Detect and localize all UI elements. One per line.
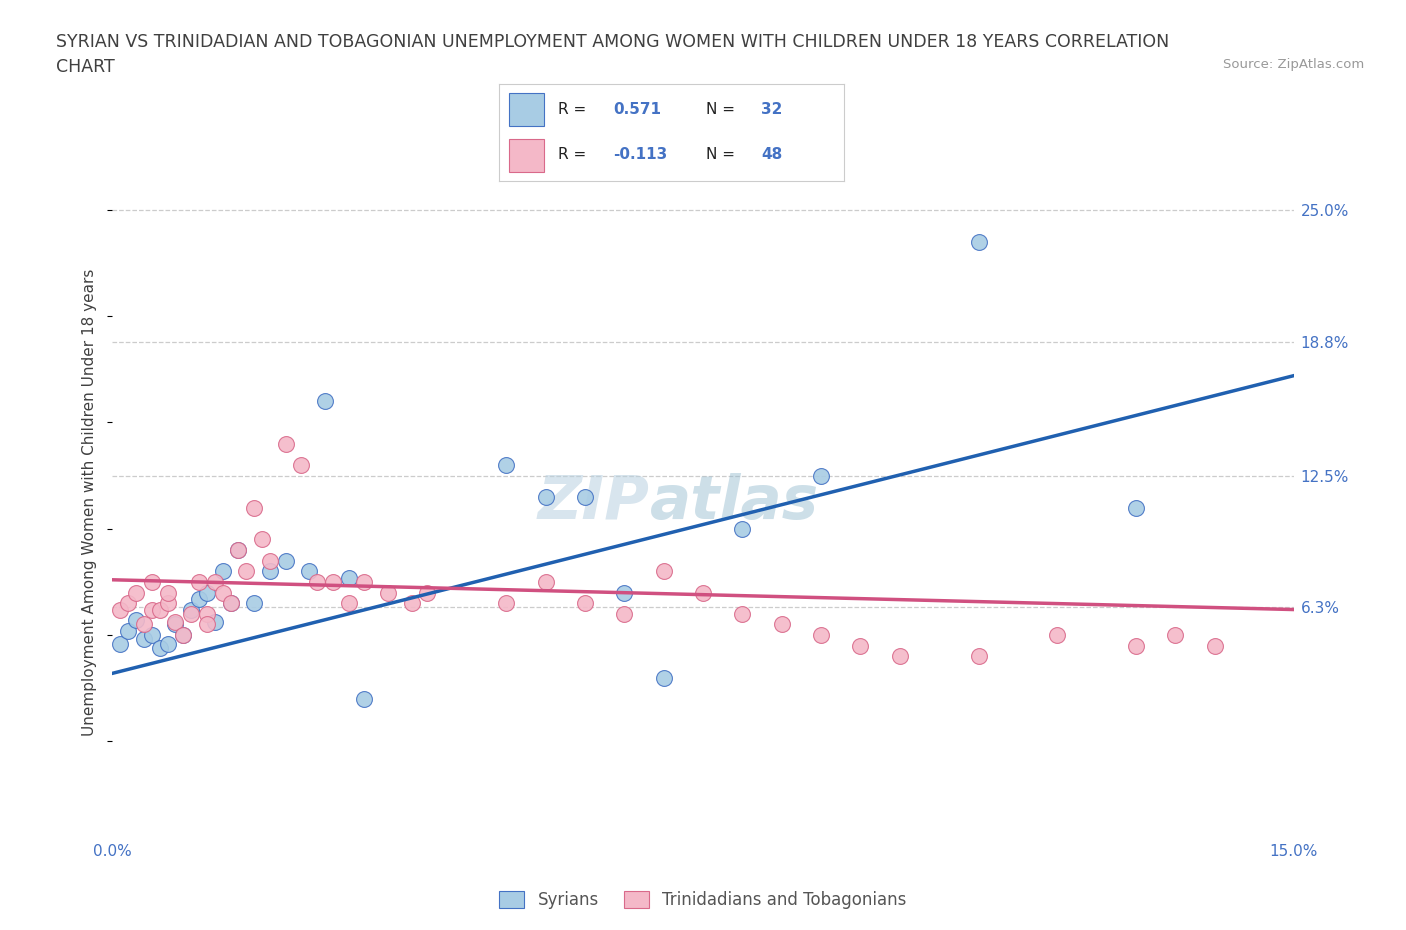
Point xyxy=(228,542,250,557)
Point xyxy=(353,691,375,706)
Text: -0.113: -0.113 xyxy=(613,148,666,163)
Point xyxy=(307,575,329,590)
Point xyxy=(377,585,399,600)
Text: CHART: CHART xyxy=(56,58,115,75)
Point xyxy=(195,585,218,600)
Point xyxy=(692,585,714,600)
Point xyxy=(219,596,242,611)
Point xyxy=(219,596,242,611)
Point xyxy=(149,602,172,617)
Point xyxy=(180,606,202,621)
Text: 48: 48 xyxy=(761,148,782,163)
Text: N =: N = xyxy=(706,148,735,163)
Point xyxy=(110,602,132,617)
Point xyxy=(652,564,675,578)
Text: 32: 32 xyxy=(761,102,782,117)
Point xyxy=(1046,628,1069,643)
Point xyxy=(534,489,557,504)
Point xyxy=(235,564,257,578)
Point xyxy=(314,393,336,408)
Point xyxy=(613,585,636,600)
Point xyxy=(110,636,132,651)
Point xyxy=(125,613,148,628)
Point xyxy=(243,500,266,515)
Point xyxy=(117,623,139,638)
Point xyxy=(810,628,832,643)
Point xyxy=(1204,638,1226,653)
Point xyxy=(259,553,281,568)
Point xyxy=(250,532,273,547)
Point xyxy=(141,575,163,590)
Point xyxy=(141,602,163,617)
Point xyxy=(211,585,233,600)
FancyBboxPatch shape xyxy=(509,93,544,126)
Point xyxy=(165,615,187,630)
Point xyxy=(243,596,266,611)
Point xyxy=(204,615,226,630)
Point xyxy=(188,575,211,590)
Point xyxy=(574,596,596,611)
Point xyxy=(204,575,226,590)
Point xyxy=(195,606,218,621)
Point xyxy=(180,602,202,617)
Text: N =: N = xyxy=(706,102,735,117)
Text: R =: R = xyxy=(558,102,591,117)
Point xyxy=(731,522,754,537)
Point xyxy=(495,596,517,611)
Y-axis label: Unemployment Among Women with Children Under 18 years: Unemployment Among Women with Children U… xyxy=(82,269,97,736)
Point xyxy=(156,636,179,651)
Point xyxy=(172,628,194,643)
Point xyxy=(228,542,250,557)
Point xyxy=(149,641,172,656)
Point xyxy=(613,606,636,621)
Point xyxy=(1125,638,1147,653)
Point xyxy=(290,458,312,472)
Text: atlas: atlas xyxy=(650,472,818,532)
Point xyxy=(731,606,754,621)
Point xyxy=(298,564,321,578)
Point xyxy=(810,468,832,483)
Point xyxy=(165,617,187,631)
Point xyxy=(156,585,179,600)
Point xyxy=(652,671,675,685)
Point xyxy=(574,489,596,504)
FancyBboxPatch shape xyxy=(509,140,544,172)
Point xyxy=(353,575,375,590)
Point xyxy=(770,617,793,631)
Text: Source: ZipAtlas.com: Source: ZipAtlas.com xyxy=(1223,58,1364,71)
Point xyxy=(188,591,211,606)
Point xyxy=(274,553,297,568)
Point xyxy=(337,596,360,611)
Point xyxy=(889,649,911,664)
Point xyxy=(195,617,218,631)
Point xyxy=(132,631,155,646)
Point xyxy=(967,649,990,664)
Point xyxy=(1125,500,1147,515)
Point xyxy=(172,628,194,643)
Point xyxy=(322,575,344,590)
Point xyxy=(337,570,360,585)
Point xyxy=(141,628,163,643)
Point xyxy=(211,564,233,578)
Point xyxy=(259,564,281,578)
Point xyxy=(416,585,439,600)
Point xyxy=(401,596,423,611)
Point xyxy=(117,596,139,611)
Point xyxy=(132,617,155,631)
Text: 0.571: 0.571 xyxy=(613,102,661,117)
Point xyxy=(967,234,990,249)
Point xyxy=(495,458,517,472)
Point xyxy=(156,596,179,611)
Text: SYRIAN VS TRINIDADIAN AND TOBAGONIAN UNEMPLOYMENT AMONG WOMEN WITH CHILDREN UNDE: SYRIAN VS TRINIDADIAN AND TOBAGONIAN UNE… xyxy=(56,33,1170,50)
Point xyxy=(274,436,297,451)
Text: R =: R = xyxy=(558,148,591,163)
Point xyxy=(849,638,872,653)
Legend: Syrians, Trinidadians and Tobagonians: Syrians, Trinidadians and Tobagonians xyxy=(492,884,914,916)
Point xyxy=(1164,628,1187,643)
Point xyxy=(534,575,557,590)
Text: ZIP: ZIP xyxy=(538,472,650,532)
Point xyxy=(125,585,148,600)
